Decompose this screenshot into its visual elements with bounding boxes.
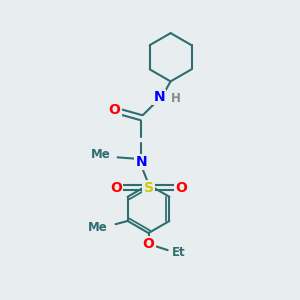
Text: O: O	[110, 181, 122, 195]
Text: O: O	[142, 237, 154, 250]
Text: Me: Me	[91, 148, 110, 161]
Text: O: O	[175, 181, 187, 195]
Text: H: H	[171, 92, 181, 105]
Text: S: S	[143, 181, 154, 195]
Text: N: N	[135, 155, 147, 169]
Text: Et: Et	[172, 246, 186, 259]
Text: O: O	[109, 103, 121, 117]
Text: Me: Me	[88, 220, 107, 234]
Text: N: N	[154, 90, 165, 104]
